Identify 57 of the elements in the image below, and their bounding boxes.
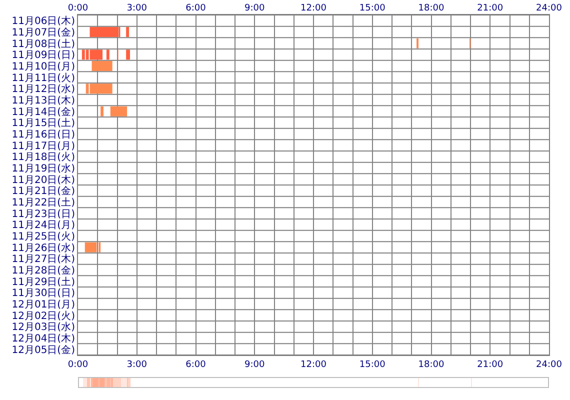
bar [90, 50, 103, 60]
y-tick-label: 11月16日(日) [12, 130, 76, 140]
bar [100, 106, 104, 116]
y-tick-label: 11月18日(火) [12, 151, 76, 164]
x-tick-label: 9:00 [244, 3, 266, 14]
y-tick-label: 12月03日(水) [12, 321, 76, 334]
y-tick-label: 11月08日(土) [12, 38, 76, 50]
y-tick-label: 11月09日(日) [12, 50, 76, 62]
y-tick-label: 11月15日(土) [12, 117, 76, 130]
x-tick-label: 21:00 [477, 3, 504, 14]
x2-tick-label: 15:00 [359, 360, 386, 370]
x-tick-label: 24:00 [536, 3, 562, 14]
y-tick-label: 11月28日(金) [12, 264, 76, 276]
y-tick-label: 12月02日(火) [12, 310, 76, 322]
y-tick-label: 11月19日(水) [12, 162, 76, 174]
y-tick-label: 11月24日(月) [12, 220, 76, 232]
bar [84, 242, 97, 252]
y-tick-label: 11月11日(火) [12, 72, 76, 84]
x-tick-label: 0:00 [68, 3, 88, 14]
x2-tick-label: 12:00 [300, 360, 327, 370]
y-tick-label: 11月12日(水) [12, 83, 76, 96]
y-tick-label: 11月10日(月) [12, 62, 76, 72]
x2-tick-label: 21:00 [477, 360, 504, 370]
bar [126, 50, 130, 60]
bar [106, 50, 110, 60]
x2-tick-label: 18:00 [418, 360, 444, 370]
x2-tick-label: 24:00 [536, 360, 562, 370]
x-tick-label: 15:00 [359, 3, 386, 14]
y-tick-label: 11月30日(日) [12, 288, 76, 300]
y-tick-label: 11月13日(木) [12, 94, 76, 106]
bar [126, 27, 130, 37]
bar [110, 106, 128, 116]
y-tick-label: 11月23日(日) [12, 208, 76, 220]
x-tick-label: 12:00 [300, 3, 327, 14]
y-tick-label: 11月29日(土) [12, 276, 76, 288]
y-tick-label: 11月14日(金) [12, 106, 76, 118]
y-tick-label: 12月04日(木) [12, 332, 76, 344]
y-tick-label: 11月20日(木) [12, 174, 76, 186]
x2-tick-label: 6:00 [186, 360, 206, 370]
y-tick-label: 11月07日(金) [12, 26, 76, 38]
y-tick-label: 12月05日(金) [12, 344, 76, 356]
x-tick-label: 3:00 [126, 3, 148, 14]
bar [92, 61, 112, 71]
y-tick-label: 11月27日(木) [12, 253, 76, 266]
x2-tick-label: 9:00 [244, 360, 266, 370]
y-tick-label: 11月06日(木) [12, 15, 76, 28]
bar [90, 84, 112, 94]
y-tick-label: 11月26日(水) [12, 242, 76, 254]
y-tick-label: 12月01日(月) [12, 300, 76, 310]
y-tick-label: 11月21日(金) [12, 185, 76, 198]
y-tick-label: 11月17日(月) [12, 140, 76, 152]
y-tick-label: 11月25日(火) [12, 230, 76, 242]
x-tick-label: 18:00 [418, 3, 444, 14]
x2-tick-label: 0:00 [68, 360, 88, 370]
y-tick-label: 11月22日(土) [12, 196, 76, 208]
x2-tick-label: 3:00 [126, 360, 148, 370]
x-tick-label: 6:00 [186, 3, 206, 14]
